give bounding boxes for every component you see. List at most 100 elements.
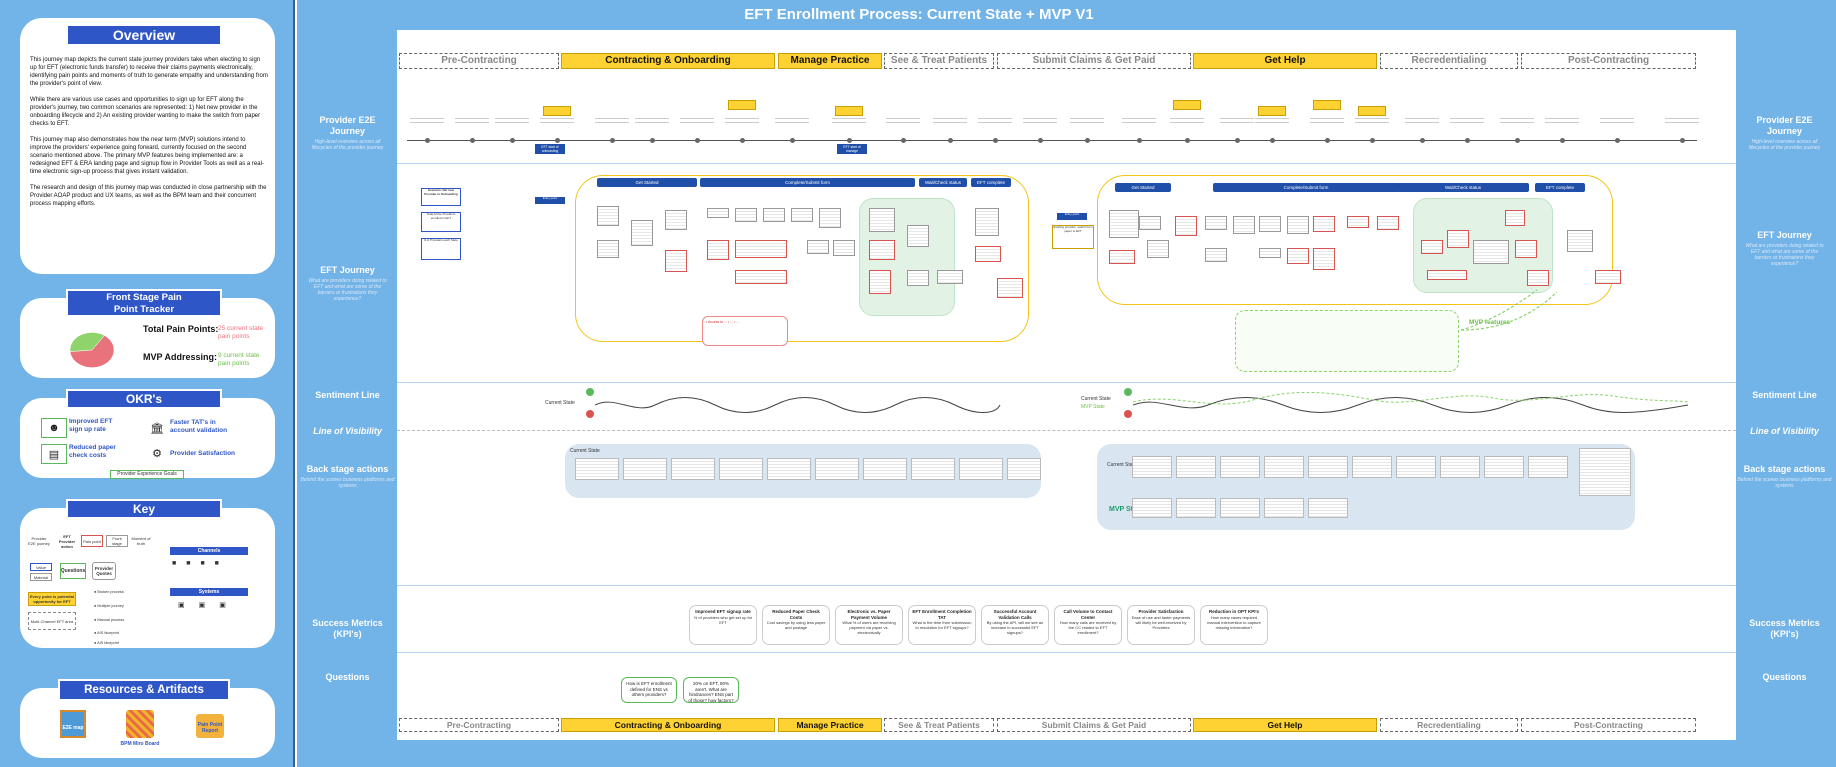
row-label-e2e: Provider E2E Journey High-level overview… [305,115,390,151]
scenario-card-3: # of Providers each State [421,238,461,260]
timeline-step [1255,118,1289,126]
key-channels-icons: ■■■■ [172,560,229,567]
flow-step [975,246,1001,262]
metric-card: EFT Enrollment Completion TAT What is the… [908,605,976,645]
flow-step [1421,240,1443,254]
flow-step [631,220,653,246]
flow-step [1205,248,1227,262]
backstage-card [1132,498,1172,518]
flow-step [907,270,929,286]
row-label-eft-title: EFT Journey [320,265,375,275]
timeline-highlight [1173,100,1201,110]
metric-desc: How many cases required manual intervent… [1207,614,1261,630]
stage-bottom-get-help: Get Help [1193,718,1377,732]
backstage-card [1264,498,1304,518]
metric-desc: How many calls are received by the CC re… [1059,620,1117,635]
key-systems-header: Systems [170,588,248,596]
timeline-node [1085,138,1090,143]
flow-step [1147,240,1169,258]
overview-text: This journey map depicts the current sta… [30,56,268,216]
flow-step [597,240,619,258]
okr-footer: Provider Experience Goals [110,470,184,479]
backstage-card [959,458,1003,480]
stage-post-contracting: Post-Contracting [1521,53,1696,69]
okr-title: OKR's [66,389,222,409]
overview-title: Overview [66,24,222,46]
backstage-card [671,458,715,480]
pain-tracker-title-line1: Front Stage Pain [106,292,182,303]
backstage-card [1308,456,1348,478]
bank-icon: 🏛 [144,418,170,438]
flow-step [833,240,855,256]
timeline-step [1450,118,1484,126]
flow-step [1109,250,1135,264]
flow-step [1233,216,1255,234]
resource-pain-report[interactable]: Pain Point Report [197,722,223,734]
row-label-metrics: Success Metrics (KPI's) [312,618,383,639]
row-label-eft-sub: What are providers doing related to EFT … [308,278,387,302]
timeline-step [1545,118,1579,126]
metric-card: Call Volume to Contact Center How many ca… [1054,605,1122,645]
mvp-entry-note: Existing provider: switch from paper to … [1052,225,1094,249]
timeline-node [901,138,906,143]
flow-step [735,240,787,258]
key-legend-5: ● AIS blueprint [94,641,119,645]
row-label-backstage-sub: Behind the scenes business platforms and… [300,477,395,489]
timeline-step [1665,118,1699,126]
metric-desc: What % of users are receiving payment vi… [842,620,896,635]
total-pain-label: Total Pain Points: [143,324,219,334]
flow-header-get-started: Get Started [597,178,697,187]
row-label-visibility-right: Line of Visibility [1750,426,1819,436]
flow-step [1109,210,1139,238]
flow-header-wait: Wait/Check status [919,178,967,187]
key-title: Key [66,499,222,519]
timeline-node [1137,138,1142,143]
timeline-step [775,118,809,126]
metric-title: EFT Enrollment Completion TAT [912,609,972,620]
resource-e2e-map[interactable]: E2E map [62,725,84,731]
overview-paragraph: This journey map depicts the current sta… [30,57,268,87]
backstage-card [863,458,907,480]
flow-step [869,270,891,294]
metric-card: Electronic vs. Paper Payment Volume What … [835,605,903,645]
okr-item-paper: Reduced paper check costs [69,444,116,459]
question-card-2: 20% on EFT, 80% aren't. What are hindran… [683,677,739,703]
timeline-step [725,118,759,126]
separator-visibility [397,430,1736,431]
timeline-step [1405,118,1439,126]
pie-slice-mvp [69,332,105,352]
separator-eft [397,382,1736,383]
flow-header-complete-mvp: Complete/Submit form [1213,183,1399,192]
key-systems-icons: ▣▣▣ [178,602,240,609]
backstage-card [1484,456,1524,478]
flow-step [1259,216,1281,232]
backstage-card [815,458,859,480]
entry-point-2: Entry point [1057,212,1087,220]
timeline-step [495,118,529,126]
timeline-step [933,118,967,126]
metric-card: Improved EFT signup rate% of providers w… [689,605,757,645]
backstage-card [1579,448,1631,496]
metric-card: Reduced Paper Check Costs Cost savings by… [762,605,830,645]
stage-bottom-contracting: Contracting & Onboarding [561,718,775,732]
miro-board-icon[interactable] [126,710,154,738]
flow-header-eft-complete: EFT complete [971,178,1011,187]
key-provider-e2e: Provider E2E journey [28,535,50,547]
timeline-node [1680,138,1685,143]
row-label-eft-title-right: EFT Journey [1757,230,1812,240]
timeline-step [1023,118,1057,126]
timeline-node [1038,138,1043,143]
mvp-addressing-label: MVP Addressing: [143,352,218,362]
row-label-sentiment: Sentiment Line [315,390,380,400]
resource-miro-board[interactable]: BPM Miro Board [120,741,160,747]
flow-step [1259,248,1281,258]
row-label-eft-sub-right: What are providers doing related to EFT … [1745,243,1824,267]
key-legend-4: ● AIS blueprint [94,631,119,635]
timeline-node [1515,138,1520,143]
timeline-node [1465,138,1470,143]
flow-step [1287,216,1309,234]
folder-icon[interactable] [196,714,224,738]
row-label-questions: Questions [325,672,370,682]
sentiment-line-current [595,397,1001,413]
e2e-map-icon[interactable] [60,710,86,738]
